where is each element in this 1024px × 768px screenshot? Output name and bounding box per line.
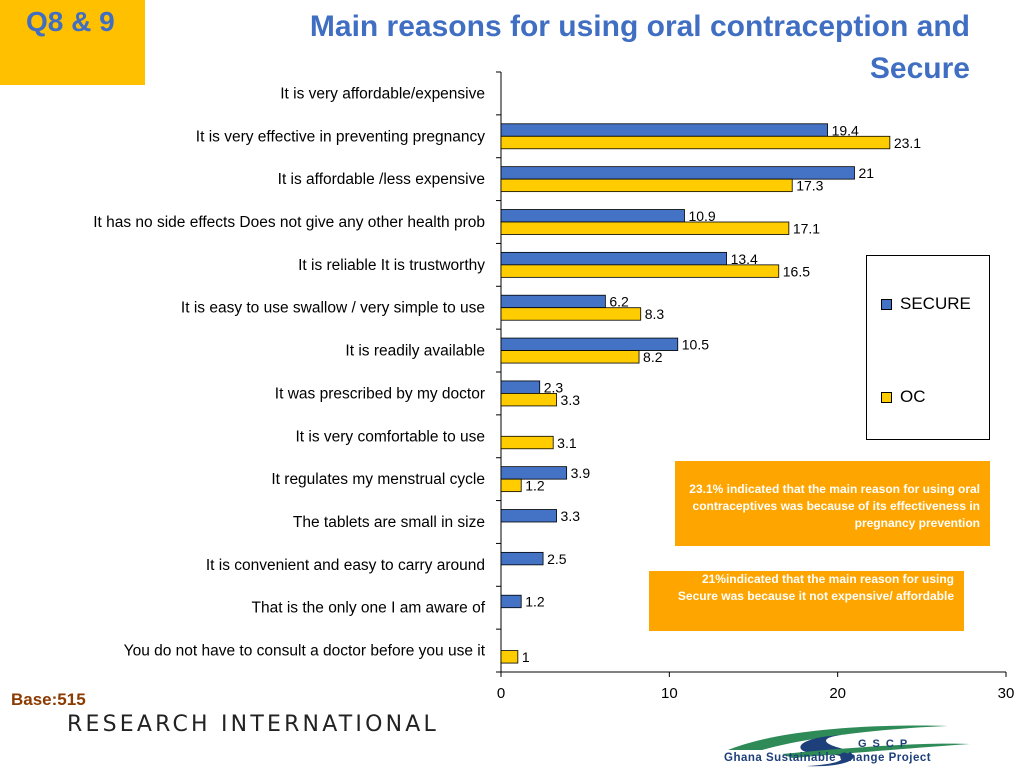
bar-oc	[500, 264, 780, 278]
insight-note-secure: 21%indicated that the main reason for us…	[649, 571, 964, 631]
legend-item-oc: OC	[881, 387, 926, 407]
x-tick-label: 30	[998, 685, 1015, 702]
category-label: It is easy to use swallow / very simple …	[181, 300, 485, 317]
gscp-acronym: GSCP	[858, 738, 914, 750]
data-label-oc: 17.1	[793, 221, 820, 237]
category-label: That is the only one I am aware of	[252, 600, 486, 617]
data-label-secure: 1.2	[525, 594, 545, 610]
bar-oc	[500, 650, 519, 664]
bar-oc	[500, 135, 891, 150]
category-label: It is affordable /less expensive	[278, 171, 485, 188]
data-label-secure: 10.5	[682, 337, 709, 353]
research-international-logo: RESEARCH INTERNATIONAL	[67, 712, 439, 737]
category-label: You do not have to consult a doctor befo…	[124, 643, 486, 660]
data-label-oc: 1.2	[525, 478, 545, 494]
data-label-secure: 2.5	[547, 551, 567, 567]
category-label: It is very effective in preventing pregn…	[196, 128, 485, 145]
insight-note-oc: 23.1% indicated that the main reason for…	[675, 461, 990, 546]
data-label-oc: 8.2	[643, 349, 663, 365]
bar-secure	[500, 209, 685, 223]
data-label-secure: 3.9	[571, 465, 591, 481]
bar-secure	[500, 509, 557, 523]
data-label-oc: 3.1	[557, 435, 577, 451]
data-label-secure: 3.3	[561, 508, 581, 524]
gscp-swoosh-icon	[728, 725, 970, 767]
category-label: The tablets are small in size	[293, 514, 485, 531]
data-label-oc: 8.3	[645, 306, 665, 322]
page-title-line2: Secure	[869, 52, 970, 85]
data-label-secure: 21	[859, 165, 875, 181]
category-label: It is readily available	[345, 343, 485, 360]
bar-oc	[500, 393, 557, 407]
category-label: It regulates my menstrual cycle	[271, 471, 485, 488]
x-tick-label: 0	[497, 685, 505, 702]
bar-oc	[500, 307, 642, 321]
bar-secure	[500, 594, 522, 609]
page-title-line1: Main reasons for using oral contraceptio…	[309, 10, 970, 43]
legend-swatch-oc	[881, 391, 892, 403]
bar-secure	[500, 380, 541, 394]
data-label-secure: 10.9	[688, 208, 715, 224]
data-label-secure: 13.4	[731, 251, 758, 267]
legend-label-secure: SECURE	[900, 294, 971, 313]
x-tick-label: 10	[661, 685, 678, 702]
category-label: It is convenient and easy to carry aroun…	[206, 557, 485, 574]
chart-legend: SECURE OC	[866, 255, 990, 440]
data-label-secure: 6.2	[609, 294, 629, 310]
bar-oc	[500, 350, 640, 364]
data-label-oc: 17.3	[796, 178, 823, 194]
legend-swatch-secure	[881, 298, 892, 310]
category-label: It has no side effects Does not give any…	[93, 214, 485, 231]
category-label: It is very affordable/expensive	[280, 85, 485, 102]
category-label: It is reliable It is trustworthy	[298, 257, 485, 274]
data-label-secure: 2.3	[544, 379, 564, 395]
data-label-oc: 3.3	[561, 392, 581, 408]
bar-oc	[500, 178, 793, 193]
data-label-oc: 1	[522, 649, 530, 665]
data-label-secure: 19.4	[832, 122, 859, 138]
gscp-full-name: Ghana Sustainable Change Project	[724, 752, 932, 764]
page-title: Main reasons for using oral contraceptio…	[170, 6, 970, 90]
category-label: It was prescribed by my doctor	[275, 385, 485, 402]
question-badge: Q8 & 9	[0, 0, 145, 85]
bar-oc	[500, 478, 522, 493]
bar-secure	[500, 466, 568, 480]
data-label-oc: 16.5	[783, 263, 810, 279]
bar-secure	[500, 251, 727, 266]
bar-secure	[500, 123, 828, 137]
base-size-label: Base:515	[11, 690, 86, 709]
bar-oc	[500, 435, 554, 450]
legend-label-oc: OC	[900, 387, 926, 406]
category-label: It is very comfortable to use	[295, 428, 485, 445]
x-tick-label: 20	[829, 685, 846, 702]
data-label-oc: 23.1	[894, 135, 921, 151]
legend-item-secure: SECURE	[881, 294, 971, 314]
question-badge-label: Q8 & 9	[26, 6, 115, 37]
bar-secure	[500, 551, 544, 566]
bar-oc	[500, 221, 790, 235]
bar-secure	[500, 294, 606, 309]
